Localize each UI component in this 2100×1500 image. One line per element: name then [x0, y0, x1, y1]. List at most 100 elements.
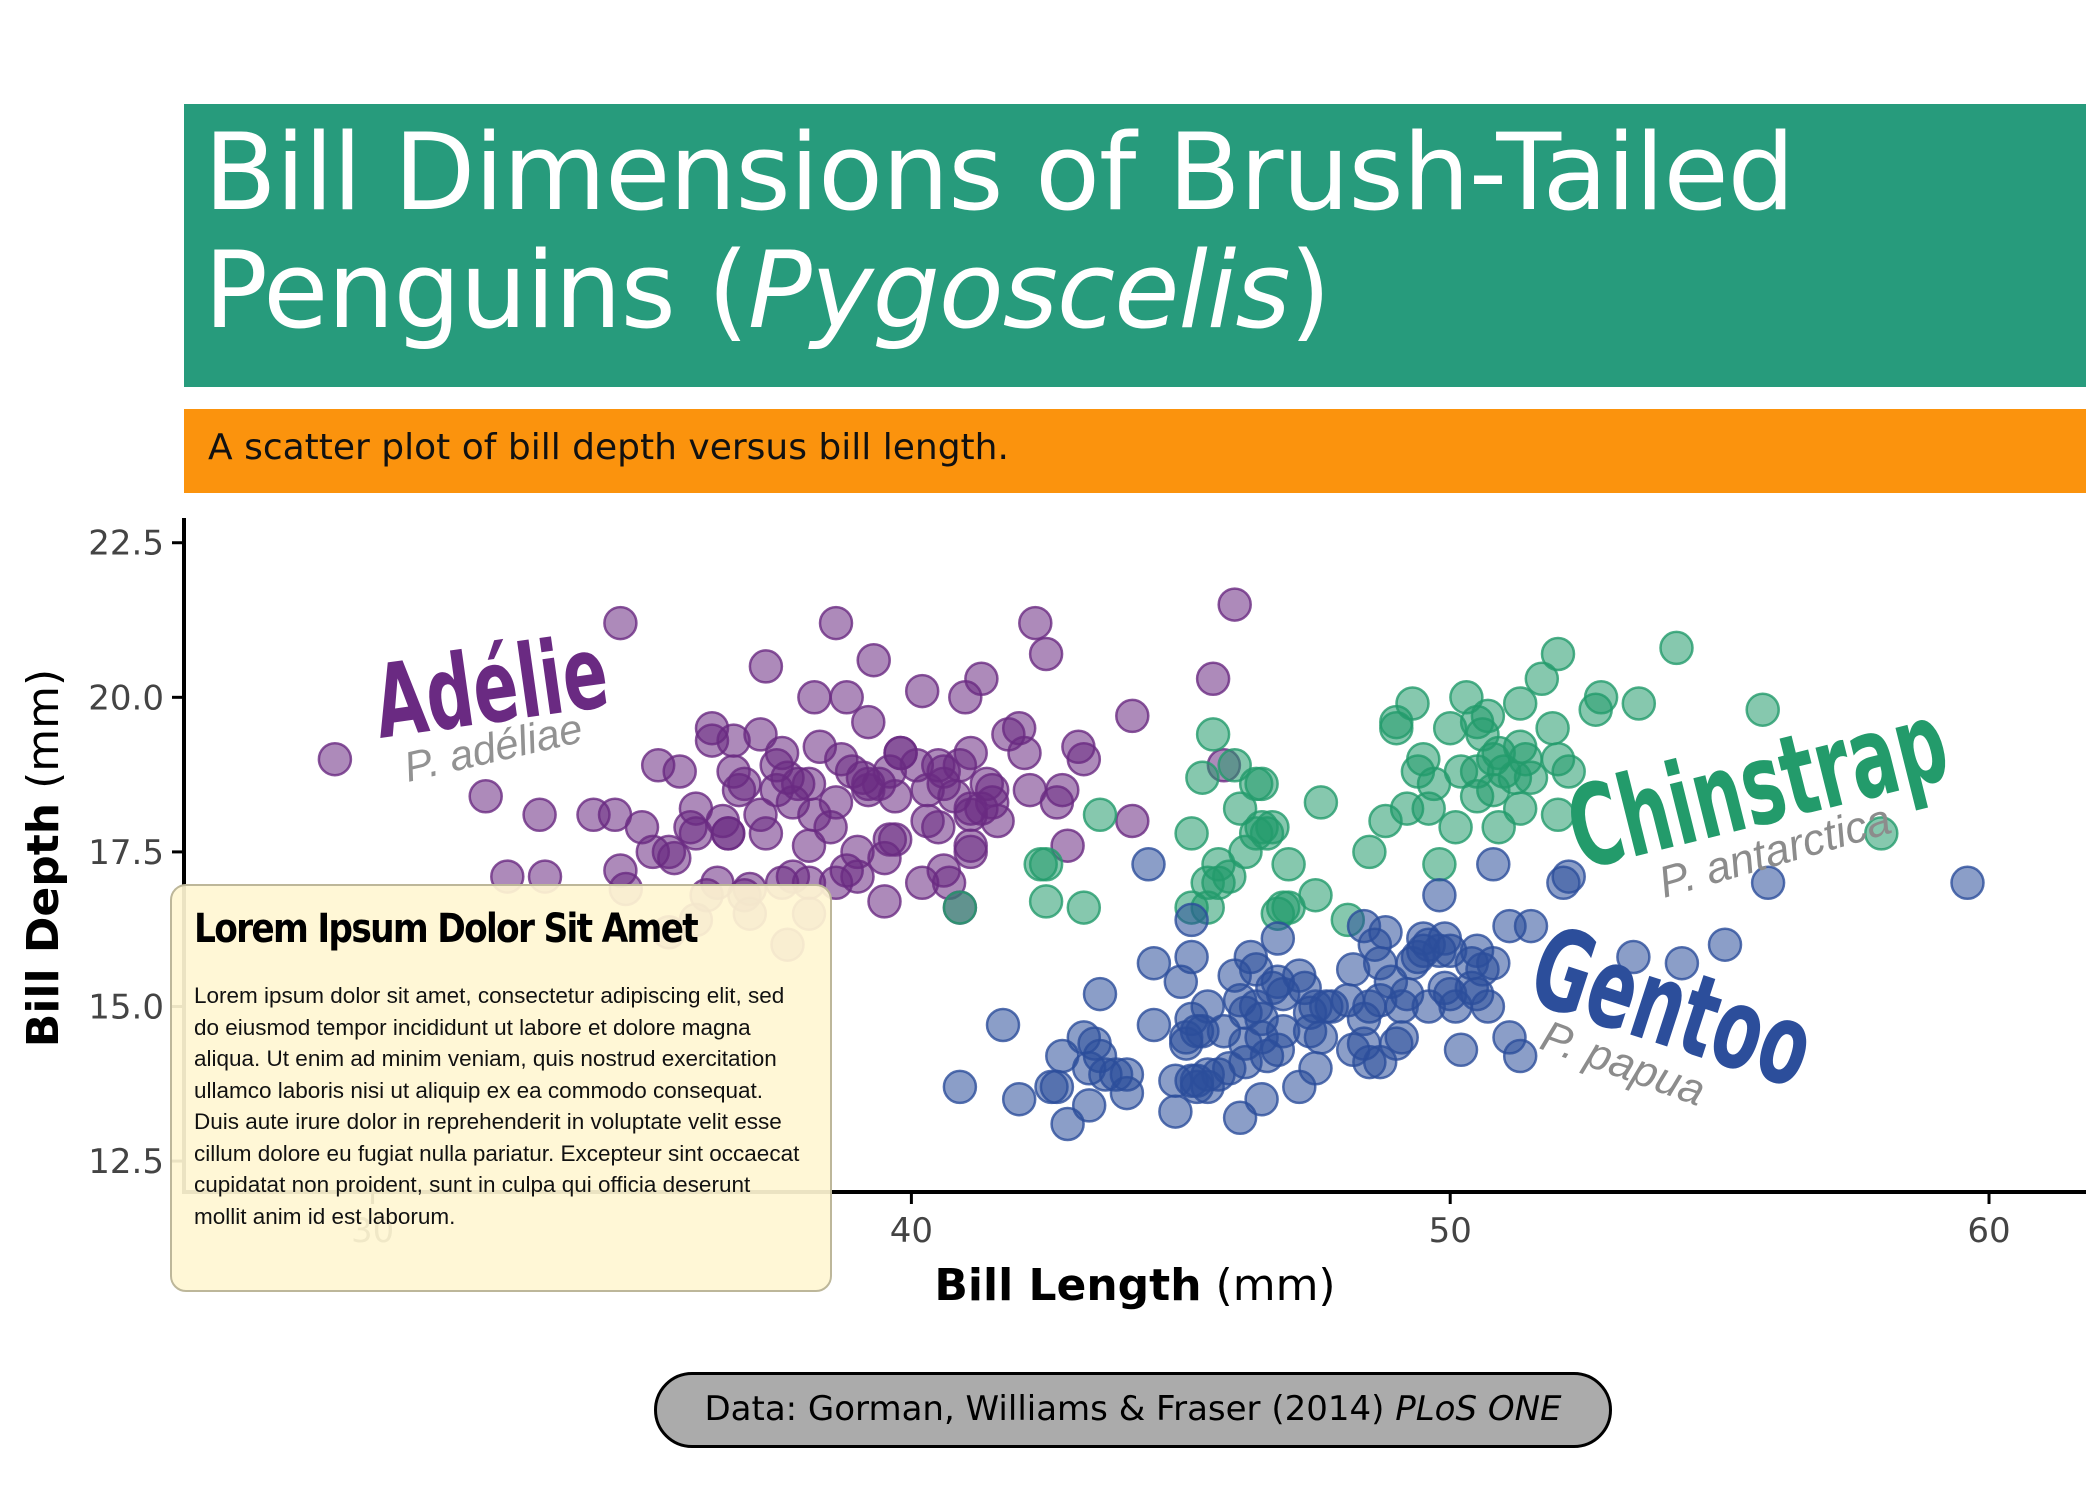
- data-point: [1864, 816, 1899, 851]
- data-point: [921, 809, 956, 845]
- y-axis-label-unit: (mm): [18, 669, 69, 789]
- data-point: [1707, 927, 1743, 962]
- data-point: [1422, 877, 1457, 913]
- data-point: [1018, 605, 1053, 641]
- y-tick-label: 17.5: [88, 833, 164, 873]
- data-point: [1217, 958, 1252, 993]
- textbox-body: Lorem ipsum dolor sit amet, consectetur …: [194, 983, 800, 1229]
- data-point: [1244, 766, 1279, 802]
- data-point: [748, 816, 784, 851]
- data-point: [1750, 865, 1786, 901]
- data-point: [662, 754, 697, 789]
- data-point: [1535, 710, 1570, 746]
- data-point: [1524, 661, 1560, 697]
- x-tick-label: 50: [1429, 1211, 1472, 1251]
- data-point: [904, 673, 940, 709]
- x-axis-label: Bill Length (mm): [934, 1260, 1335, 1311]
- data-point: [818, 605, 854, 641]
- data-point: [867, 884, 902, 919]
- data-point: [1422, 847, 1457, 882]
- data-point: [1459, 754, 1495, 789]
- data-point: [1298, 1051, 1333, 1086]
- data-point: [1174, 902, 1209, 938]
- title-banner: Bill Dimensions of Brush-Tailed Penguins…: [184, 104, 2086, 387]
- data-point: [1384, 1020, 1419, 1055]
- subtitle-banner: A scatter plot of bill depth versus bill…: [184, 409, 2086, 493]
- x-tick-label: 40: [890, 1211, 933, 1251]
- data-point: [1066, 741, 1102, 777]
- x-tick-label: 60: [1967, 1211, 2010, 1251]
- data-point: [1271, 847, 1306, 882]
- data-point: [1368, 915, 1403, 950]
- data-point: [1476, 847, 1511, 882]
- data-point: [1195, 661, 1231, 697]
- data-point: [522, 797, 557, 833]
- data-point: [748, 649, 784, 684]
- data-point: [1039, 1069, 1075, 1105]
- data-point: [1659, 630, 1694, 666]
- data-point: [1292, 995, 1328, 1030]
- data-point: [1745, 692, 1780, 727]
- data-point: [856, 642, 891, 678]
- annotation-gentoo: Gentoo P. papua: [1515, 902, 1828, 1116]
- data-source-caption: Data: Gorman, Williams & Fraser (2014) P…: [654, 1372, 1612, 1448]
- data-point: [851, 704, 886, 740]
- data-point: [942, 1069, 978, 1105]
- chart-title: Bill Dimensions of Brush-Tailed Penguins…: [204, 111, 1795, 352]
- data-point: [829, 680, 864, 715]
- data-point: [942, 890, 978, 925]
- data-point: [797, 680, 832, 715]
- source-journal: PLoS ONE: [1395, 1389, 1562, 1429]
- data-point: [1502, 686, 1538, 721]
- data-point: [1174, 816, 1209, 851]
- data-point: [1028, 847, 1064, 882]
- data-point: [964, 661, 999, 697]
- data-point: [1438, 809, 1473, 845]
- data-point: [1621, 686, 1657, 721]
- data-point: [1346, 1001, 1382, 1037]
- data-point: [974, 772, 1010, 808]
- data-point: [1260, 921, 1296, 956]
- x-axis-label-unit: (mm): [1216, 1260, 1336, 1311]
- data-point: [1551, 859, 1586, 894]
- data-point: [1540, 797, 1576, 833]
- tick-labels: 3040506012.515.017.520.022.5: [88, 524, 2010, 1251]
- data-point: [1303, 785, 1339, 820]
- data-point: [1115, 803, 1150, 839]
- y-tick-label: 22.5: [88, 524, 164, 564]
- data-point: [1583, 680, 1619, 715]
- data-point: [1395, 686, 1430, 721]
- data-point: [791, 766, 827, 802]
- series-gentoo: [942, 847, 1985, 1142]
- data-point: [1616, 939, 1651, 975]
- data-point: [1007, 735, 1042, 771]
- data-point: [1497, 760, 1533, 795]
- data-point: [727, 766, 762, 802]
- data-point: [1174, 939, 1209, 975]
- data-point: [1185, 760, 1220, 795]
- data-point: [1664, 945, 1700, 981]
- title-line-1: Bill Dimensions of Brush-Tailed: [204, 111, 1795, 234]
- data-point: [1217, 587, 1252, 622]
- data-point: [953, 834, 988, 870]
- data-point: [1255, 809, 1290, 845]
- data-point: [1028, 636, 1064, 672]
- data-point: [818, 785, 854, 820]
- x-axis-label-bold: Bill Length: [934, 1260, 1201, 1311]
- data-point: [1470, 989, 1506, 1024]
- chart-subtitle: A scatter plot of bill depth versus bill…: [208, 427, 1009, 468]
- data-point: [1001, 1081, 1037, 1117]
- title-line-2-prefix: Penguins (: [204, 229, 749, 352]
- title-line-2-suffix: ): [1289, 229, 1331, 352]
- data-point: [710, 816, 746, 851]
- data-point: [468, 779, 503, 814]
- annotation-textbox: Lorem Ipsum Dolor Sit Amet Lorem ipsum d…: [170, 884, 832, 1292]
- data-point: [1212, 1051, 1247, 1086]
- data-point: [1502, 791, 1538, 826]
- data-point: [1195, 717, 1231, 752]
- data-point: [1427, 970, 1463, 1006]
- series-chinstrap: [942, 630, 1899, 938]
- data-point: [603, 605, 638, 641]
- y-tick-label: 15.0: [88, 987, 164, 1027]
- data-point: [1066, 890, 1102, 925]
